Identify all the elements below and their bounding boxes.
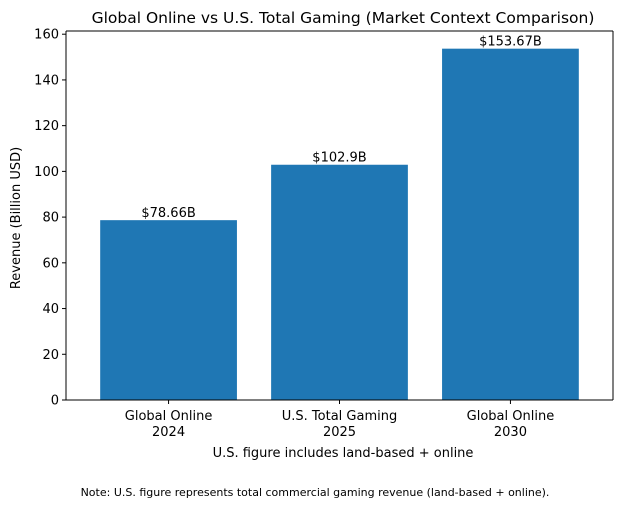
- y-tick-label: 120: [34, 119, 59, 134]
- bar-value-label: $102.9B: [312, 151, 366, 166]
- bar-value-label: $78.66B: [141, 206, 195, 221]
- y-axis-label: Revenue (Billion USD): [9, 147, 24, 289]
- y-tick-label: 40: [42, 302, 59, 317]
- x-tick-label: Global Online: [125, 409, 213, 424]
- x-tick-label: Global Online: [467, 409, 555, 424]
- y-tick-label: 140: [34, 73, 59, 88]
- x-tick-label: 2030: [494, 425, 527, 440]
- bar: [100, 220, 237, 400]
- y-tick-label: 0: [51, 394, 59, 409]
- x-tick-label: U.S. Total Gaming: [282, 409, 397, 424]
- footnote: Note: U.S. figure represents total comme…: [80, 486, 550, 499]
- x-tick-label: 2025: [323, 425, 356, 440]
- bar: [442, 48, 579, 401]
- x-axis-label: U.S. figure includes land-based + online: [213, 446, 474, 461]
- y-tick-label: 60: [42, 256, 59, 271]
- bar-value-label: $153.67B: [479, 35, 542, 50]
- bar: [271, 164, 408, 400]
- y-tick-label: 20: [42, 348, 59, 363]
- chart-title: Global Online vs U.S. Total Gaming (Mark…: [92, 9, 595, 27]
- x-tick-label: 2024: [152, 425, 185, 440]
- y-tick-label: 80: [42, 211, 59, 226]
- y-tick-label: 160: [34, 28, 59, 43]
- y-tick-label: 100: [34, 165, 59, 180]
